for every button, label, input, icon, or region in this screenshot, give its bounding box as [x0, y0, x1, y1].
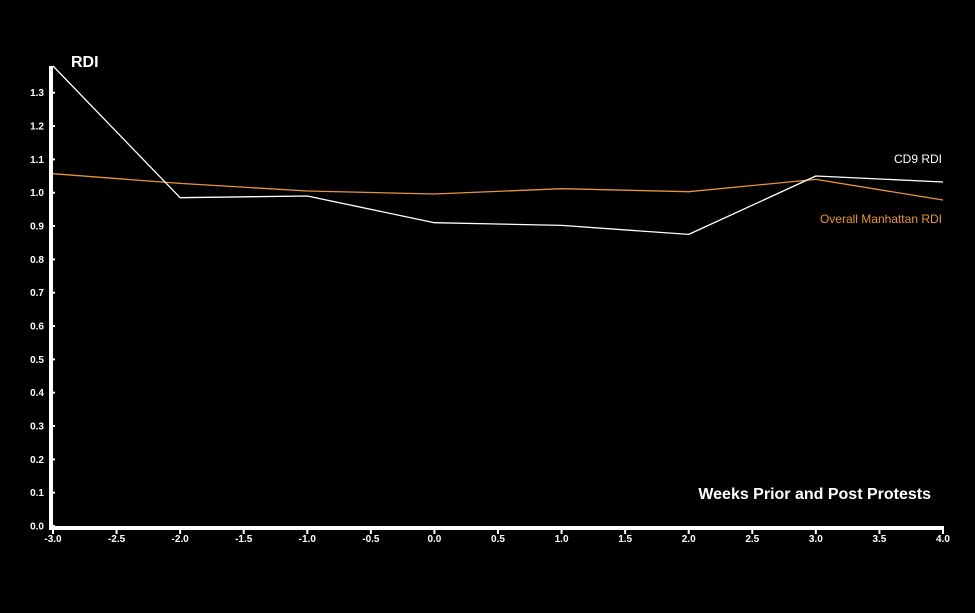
- x-tick-label: -2.5: [108, 534, 126, 545]
- x-tick-label: 4.0: [936, 534, 950, 545]
- x-tick-label: -1.0: [299, 534, 317, 545]
- y-tick-label: 1.0: [30, 188, 44, 199]
- x-tick-label: 0.5: [491, 534, 505, 545]
- y-tick-label: 0.2: [30, 455, 44, 466]
- y-tick-label: 0.7: [30, 288, 44, 299]
- x-tick-label: 2.0: [682, 534, 696, 545]
- y-axis-title: RDI: [71, 54, 99, 71]
- series-line-cd9: [52, 65, 944, 236]
- x-tick-label: 3.0: [809, 534, 823, 545]
- series-line-manhattan: [52, 173, 944, 201]
- series-labels: CD9 RDI Overall Manhattan RDI: [820, 152, 942, 226]
- x-tick-label: 1.0: [555, 534, 569, 545]
- series-label-cd9: CD9 RDI: [894, 152, 942, 166]
- y-tick-label: 1.1: [30, 155, 44, 166]
- y-tick-label: 1.2: [30, 122, 44, 133]
- y-tick-label: 0.4: [30, 388, 44, 399]
- x-tick-label: 0.0: [427, 534, 441, 545]
- y-tick-label: 0.9: [30, 222, 44, 233]
- y-tick-label: 0.6: [30, 322, 44, 333]
- x-axis-title: Weeks Prior and Post Protests: [698, 486, 931, 503]
- x-tick-label: 2.5: [745, 534, 759, 545]
- x-tick-label: -3.0: [44, 534, 62, 545]
- y-tick-label: 0.3: [30, 422, 44, 433]
- series-lines: [52, 65, 944, 236]
- x-tick-label: -1.5: [235, 534, 253, 545]
- y-tick-label: 0.5: [30, 355, 44, 366]
- y-tick-label: 0.8: [30, 255, 44, 266]
- y-tick-label: 0.1: [30, 488, 44, 499]
- x-tick-label: 3.5: [872, 534, 886, 545]
- y-tick-label: 1.3: [30, 88, 44, 99]
- x-tick-label: 1.5: [618, 534, 632, 545]
- x-tick-label: -0.5: [362, 534, 380, 545]
- series-label-manhattan: Overall Manhattan RDI: [820, 212, 942, 226]
- y-tick-label: 0.0: [30, 522, 44, 533]
- x-tick-label: -2.0: [172, 534, 190, 545]
